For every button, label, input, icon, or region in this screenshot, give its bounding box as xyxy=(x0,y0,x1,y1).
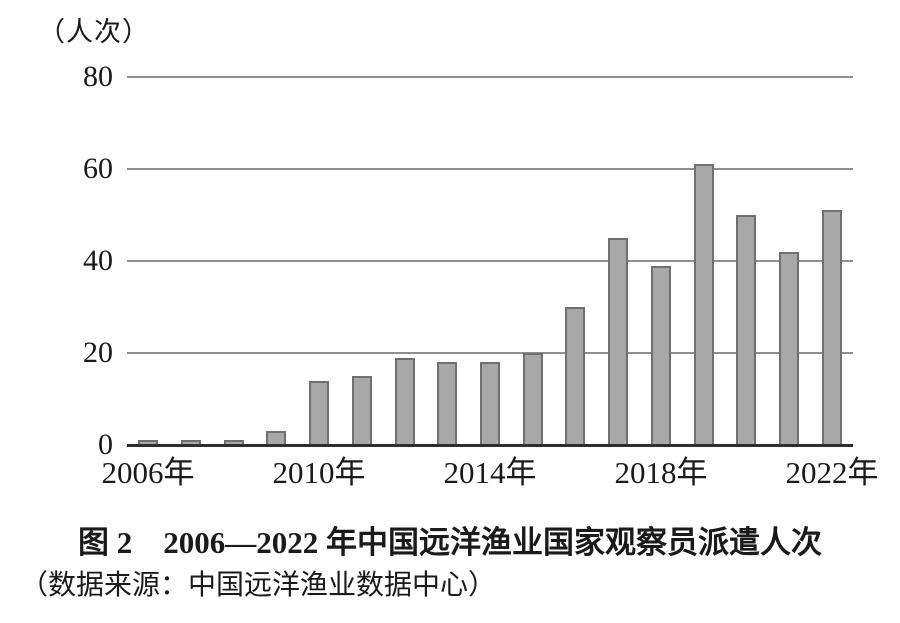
figure-caption: 图 2 2006—2022 年中国远洋渔业国家观察员派遣人次 xyxy=(78,525,822,560)
bar-2006 xyxy=(138,440,158,445)
bar-2020 xyxy=(736,215,756,445)
x-tick-label-2022: 2022年 xyxy=(785,455,879,490)
y-tick-label-80: 80 xyxy=(83,60,113,93)
x-tick-label-2010: 2010年 xyxy=(272,455,366,490)
bar-2019 xyxy=(694,164,714,445)
gridline-60 xyxy=(127,168,853,170)
x-tick-label-2014: 2014年 xyxy=(443,455,537,490)
bar-2013 xyxy=(437,362,457,445)
y-tick-label-20: 20 xyxy=(83,336,113,369)
x-tick-label-2018: 2018年 xyxy=(614,455,708,490)
bar-2009 xyxy=(266,431,286,445)
bar-2011 xyxy=(352,376,372,445)
bar-2008 xyxy=(224,440,244,445)
y-axis-unit-label: （人次） xyxy=(38,17,150,47)
data-source-note: （数据来源：中国远洋渔业数据中心） xyxy=(20,570,497,601)
bar-2018 xyxy=(651,266,671,445)
bar-2007 xyxy=(181,440,201,445)
x-tick-label-2006: 2006年 xyxy=(101,455,195,490)
gridline-40 xyxy=(127,260,853,262)
bar-2022 xyxy=(822,210,842,445)
bar-2015 xyxy=(523,353,543,445)
y-tick-label-60: 60 xyxy=(83,152,113,185)
bar-2010 xyxy=(309,381,329,445)
bar-2017 xyxy=(608,238,628,445)
x-axis-line xyxy=(127,444,853,447)
gridline-20 xyxy=(127,352,853,354)
bar-2021 xyxy=(779,252,799,445)
bar-2014 xyxy=(480,362,500,445)
gridline-80 xyxy=(127,76,853,78)
bar-2016 xyxy=(565,307,585,445)
bar-2012 xyxy=(395,358,415,445)
y-tick-label-40: 40 xyxy=(83,244,113,277)
y-tick-label-0: 0 xyxy=(98,428,113,461)
